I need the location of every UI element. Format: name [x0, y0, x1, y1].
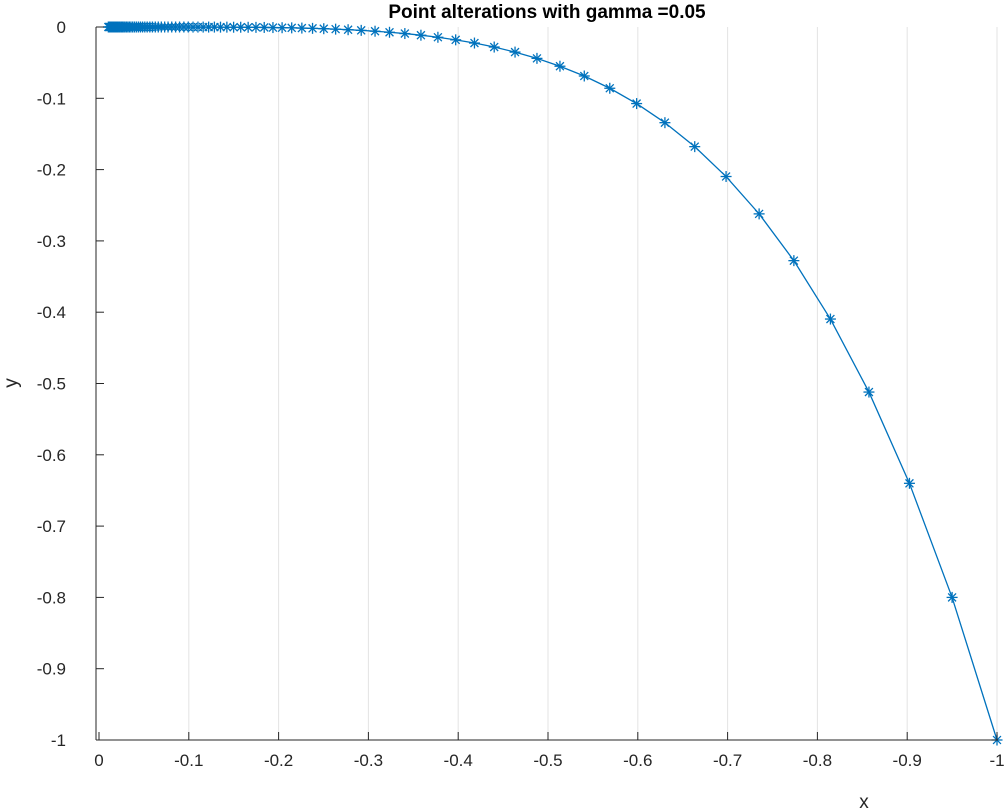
- x-tick-label: -0.9: [893, 751, 922, 770]
- data-point-marker: [415, 29, 427, 41]
- data-point-marker: [242, 21, 254, 33]
- data-point-marker: [659, 117, 671, 129]
- data-point-marker: [450, 34, 462, 46]
- data-point-marker: [296, 22, 308, 34]
- x-tick-label: -0.5: [533, 751, 562, 770]
- data-point-marker: [468, 37, 480, 49]
- data-point-marker: [330, 23, 342, 35]
- data-point-marker: [342, 24, 354, 36]
- x-tick-label: -0.3: [354, 751, 383, 770]
- data-point-marker: [578, 70, 590, 82]
- data-point-marker: [631, 98, 643, 110]
- x-tick-label: -0.8: [803, 751, 832, 770]
- y-axis-label: y: [1, 378, 22, 388]
- y-tick-label: -0.6: [37, 446, 66, 465]
- data-point-marker: [267, 22, 279, 34]
- x-tick-label: -0.4: [444, 751, 473, 770]
- x-tick-label: 0: [94, 751, 103, 770]
- y-tick-label: 0: [57, 18, 66, 37]
- y-tick-label: -1: [51, 731, 66, 750]
- x-grid: [188, 27, 998, 740]
- data-point-marker: [788, 255, 800, 267]
- data-point-marker: [753, 208, 765, 220]
- x-tick-label: -0.7: [713, 751, 742, 770]
- data-point-marker: [720, 171, 732, 183]
- y-tick-label: -0.4: [37, 303, 66, 322]
- y-tick-label: -0.7: [37, 517, 66, 536]
- data-point-marker: [604, 82, 616, 94]
- data-point-marker: [903, 477, 915, 489]
- x-tick-label: -0.1: [174, 751, 203, 770]
- y-tick-label: -0.1: [37, 89, 66, 108]
- data-point-marker: [824, 313, 836, 325]
- y-tick-label: -0.9: [37, 660, 66, 679]
- x-tick-label: -0.6: [623, 751, 652, 770]
- series-line: [108, 26, 998, 741]
- y-tick-label: -0.5: [37, 375, 66, 394]
- y-tick-label: -0.8: [37, 588, 66, 607]
- x-tick-label: -1: [989, 751, 1004, 770]
- data-point-marker: [384, 26, 396, 38]
- data-point-marker: [286, 22, 298, 34]
- data-point-marker: [554, 60, 566, 72]
- ticks: 0 -0.1 -0.2 -0.3 -0.4 -0.5 -0.6 -0.7 -0.8 -0.9 -1 0…: [37, 18, 1005, 770]
- data-point-marker: [946, 591, 958, 603]
- axes: [95, 27, 998, 741]
- data-point-marker: [369, 25, 381, 37]
- data-point-marker: [399, 28, 411, 40]
- data-point-marker: [863, 386, 875, 398]
- data-point-marker: [432, 31, 444, 43]
- data-point-marker: [355, 24, 367, 36]
- data-point-marker: [488, 41, 500, 53]
- data-point-marker: [509, 46, 521, 58]
- y-tick-label: -0.3: [37, 232, 66, 251]
- data-point-marker: [318, 23, 330, 35]
- x-axis-label: x: [859, 792, 869, 811]
- data-point-marker: [307, 22, 319, 34]
- data-point-marker: [102, 21, 114, 33]
- y-tick-label: -0.2: [37, 161, 66, 180]
- data-point-marker: [531, 52, 543, 64]
- data-series: [102, 21, 1003, 746]
- data-point-marker: [689, 141, 701, 153]
- chart-title: Point alterations with gamma =0.05: [388, 2, 706, 23]
- x-tick-label: -0.2: [264, 751, 293, 770]
